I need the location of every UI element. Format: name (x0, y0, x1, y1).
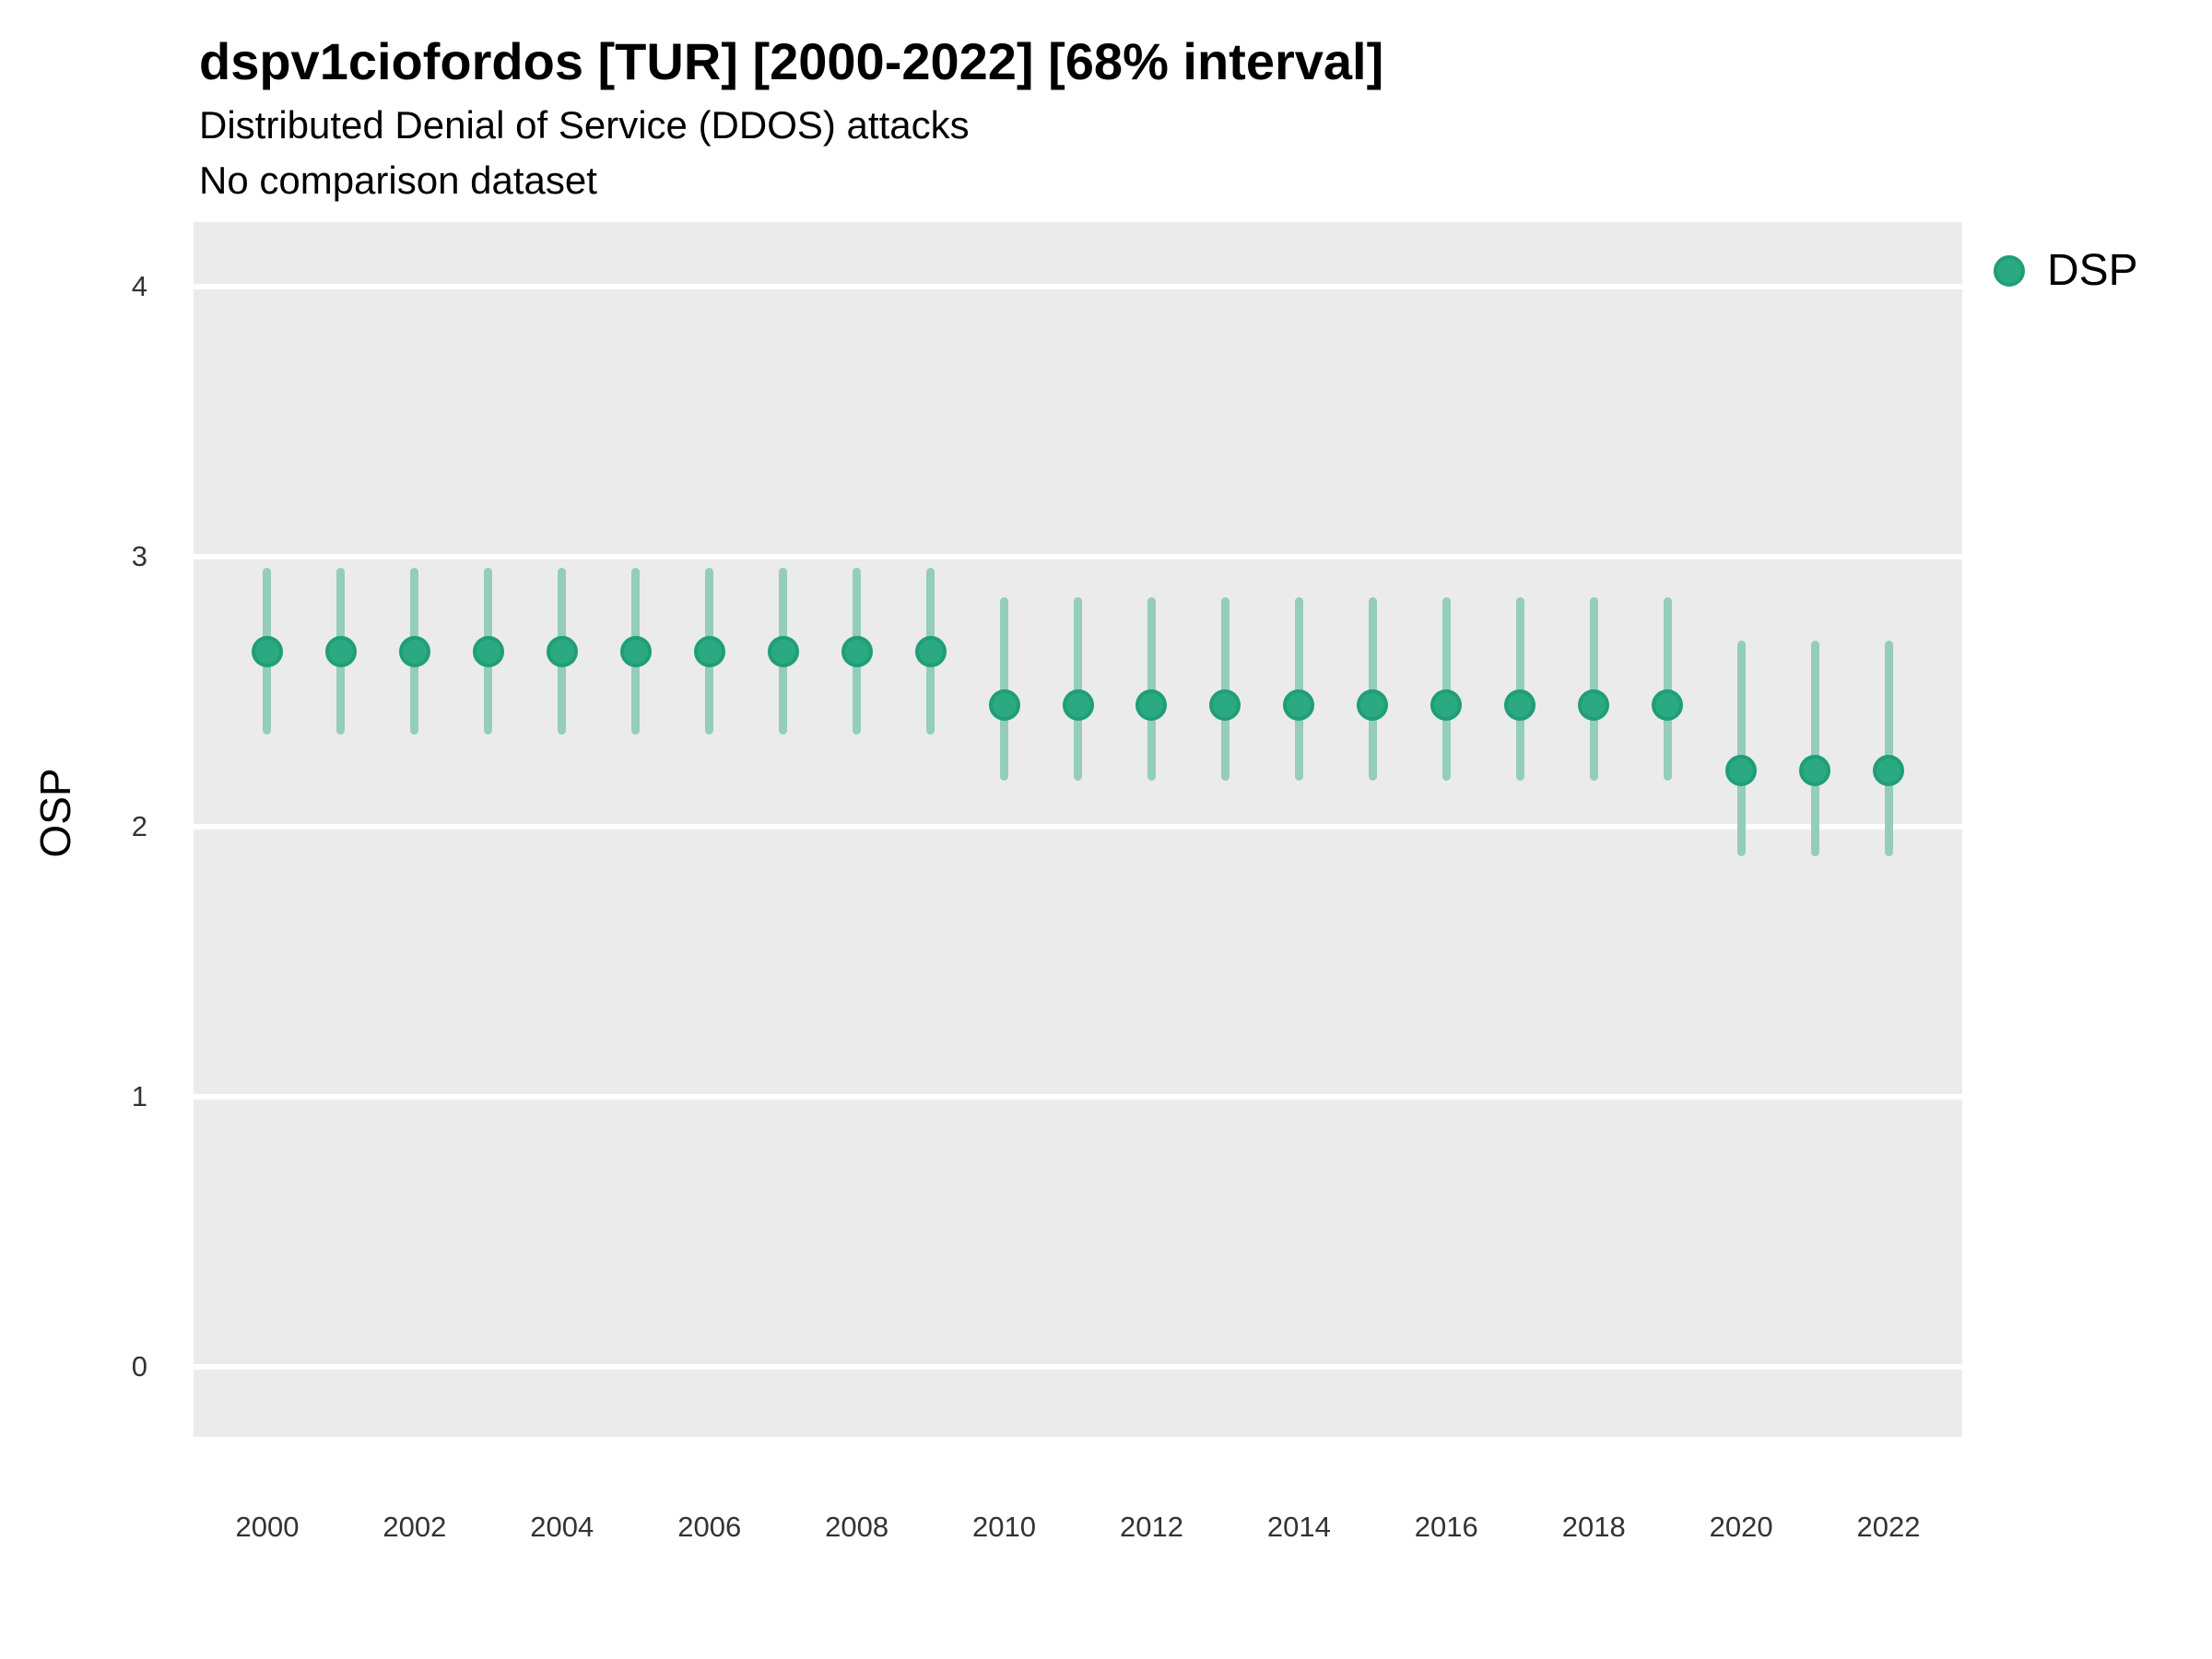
data-point-2009 (914, 635, 947, 667)
data-point-2001 (324, 635, 357, 667)
data-point-2012 (1135, 689, 1168, 722)
legend-label: DSP (2047, 246, 2138, 295)
comparison-note: No comparison dataset (199, 159, 597, 202)
interval-bar-2016 (1441, 597, 1451, 782)
x-tick-label-2012: 2012 (1119, 1511, 1183, 1543)
gridline-y-4 (194, 284, 1962, 290)
data-point-2006 (693, 635, 725, 667)
data-point-2003 (472, 635, 504, 667)
x-tick-label-2018: 2018 (1561, 1511, 1626, 1543)
data-point-2005 (619, 635, 652, 667)
interval-bar-2015 (1368, 597, 1377, 782)
data-point-2022 (1873, 754, 1905, 786)
x-tick-label-2014: 2014 (1266, 1511, 1331, 1543)
gridline-y-1 (194, 1093, 1962, 1100)
gridline-y-3 (194, 554, 1962, 560)
interval-bar-2011 (1074, 597, 1082, 782)
x-tick-label-2006: 2006 (677, 1511, 742, 1543)
interval-bar-2021 (1810, 640, 1819, 857)
x-tick-label-2020: 2020 (1709, 1511, 1773, 1543)
data-point-2021 (1799, 754, 1831, 786)
x-tick-label-2008: 2008 (825, 1511, 889, 1543)
data-point-2016 (1430, 689, 1463, 722)
data-point-2017 (1504, 689, 1536, 722)
interval-bar-2017 (1515, 597, 1524, 782)
interval-bar-2018 (1589, 597, 1598, 782)
y-tick-label-0: 0 (131, 1349, 147, 1382)
data-point-2015 (1357, 689, 1389, 722)
plot-panel (194, 222, 1962, 1437)
data-point-2011 (1062, 689, 1094, 722)
data-point-2007 (767, 635, 799, 667)
interval-bar-2020 (1736, 640, 1746, 857)
interval-bar-2019 (1663, 597, 1672, 782)
x-tick-label-2016: 2016 (1414, 1511, 1478, 1543)
data-point-2000 (251, 635, 283, 667)
x-tick-label-2004: 2004 (530, 1511, 594, 1543)
x-tick-label-2010: 2010 (972, 1511, 1037, 1543)
interval-bar-2022 (1884, 640, 1893, 857)
interval-bar-2012 (1147, 597, 1156, 782)
y-tick-label-1: 1 (131, 1079, 147, 1112)
gridline-y-2 (194, 824, 1962, 830)
interval-bar-2010 (1000, 597, 1009, 782)
legend: DSP (1994, 245, 2138, 296)
x-tick-label-2002: 2002 (382, 1511, 447, 1543)
data-point-2020 (1725, 754, 1758, 786)
data-point-2014 (1283, 689, 1315, 722)
data-point-2004 (546, 635, 578, 667)
interval-bar-2013 (1220, 597, 1230, 782)
y-tick-label-3: 3 (131, 540, 147, 573)
data-point-2013 (1209, 689, 1241, 722)
x-tick-label-2000: 2000 (235, 1511, 300, 1543)
data-point-2010 (988, 689, 1020, 722)
data-point-2018 (1578, 689, 1610, 722)
y-tick-label-4: 4 (131, 270, 147, 303)
data-point-2019 (1652, 689, 1684, 722)
gridline-y-0 (194, 1363, 1962, 1370)
chart-title: dspv1ciofordos [TUR] [2000-2022] [68% in… (199, 32, 1384, 90)
y-tick-label-2: 2 (131, 810, 147, 843)
data-point-2002 (398, 635, 430, 667)
interval-bar-2014 (1294, 597, 1303, 782)
legend-point-icon (1994, 254, 2025, 287)
data-point-2008 (841, 635, 873, 667)
x-tick-label-2022: 2022 (1856, 1511, 1921, 1543)
chart-subtitle: Distributed Denial of Service (DDOS) att… (199, 103, 970, 147)
